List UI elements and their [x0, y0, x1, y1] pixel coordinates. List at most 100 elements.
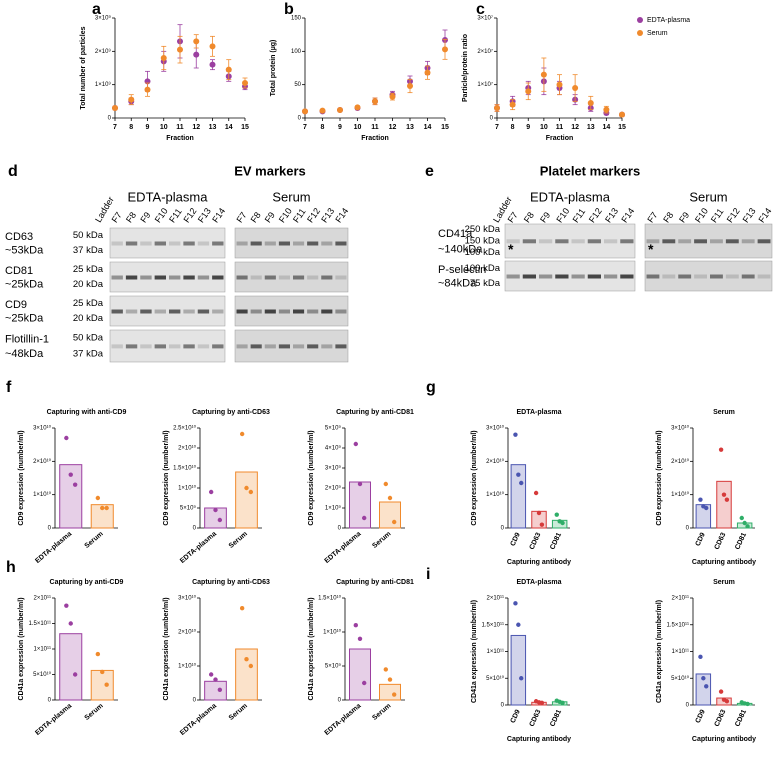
blot-band	[111, 344, 123, 349]
y-tick-label: 1×10⁷	[477, 81, 493, 88]
lane-label: F9	[677, 210, 691, 224]
x-tick-label: CD9	[510, 532, 522, 548]
blot-band	[662, 239, 676, 244]
panel-letter: g	[426, 379, 436, 396]
blot-band	[169, 275, 181, 280]
blot-band	[140, 309, 152, 314]
blot-band	[169, 241, 181, 246]
lane-label: F7	[234, 210, 248, 224]
point	[225, 66, 232, 73]
x-tick-label: CD63	[529, 709, 543, 728]
blot-band	[183, 309, 195, 314]
blot-band	[293, 344, 305, 349]
lane-label: F8	[124, 210, 138, 224]
dot	[536, 510, 542, 516]
group-label: EDTA-plasma	[530, 189, 611, 204]
x-tick-label: 10	[540, 124, 548, 131]
y-tick-label: 0	[298, 116, 302, 122]
blot-band	[293, 309, 305, 314]
lane-label: F12	[181, 206, 198, 224]
chart-title: Capturing by anti-CD81	[336, 409, 414, 416]
blot-band	[321, 275, 333, 280]
x-tick-label: EDTA-plasma	[179, 703, 218, 737]
dot	[392, 519, 397, 525]
blot-band	[236, 344, 248, 349]
blot-band	[111, 241, 123, 246]
dot	[362, 515, 367, 521]
x-tick-label: 13	[406, 124, 414, 131]
x-tick-label: CD9	[695, 709, 707, 725]
blot-band	[555, 274, 569, 279]
dot	[392, 692, 397, 697]
blot-band	[140, 344, 152, 349]
x-tick-label: 13	[209, 124, 217, 131]
dot	[213, 507, 218, 513]
point	[144, 86, 151, 93]
blot-band	[741, 239, 755, 244]
dot	[704, 505, 709, 511]
y-tick-label: 2×10⁹	[95, 48, 112, 55]
dot	[95, 495, 101, 501]
legend-label: Serum	[647, 30, 668, 37]
dot	[519, 480, 524, 486]
lane-label: F14	[333, 206, 350, 224]
marker-label: 150 kDa	[465, 236, 501, 247]
lane-label: F9	[138, 210, 152, 224]
blot-band	[197, 309, 210, 314]
y-tick-label: 1×10¹¹	[671, 649, 689, 655]
y-axis-label: CD9 expression (number/ml)	[18, 430, 25, 525]
lane-label: F12	[725, 206, 742, 224]
blot-band	[587, 239, 601, 244]
blot-band	[154, 309, 166, 314]
x-tick-label: EDTA-plasma	[323, 531, 362, 565]
panel-letter: i	[426, 566, 430, 583]
x-tick-label: 7	[495, 124, 499, 131]
point	[354, 104, 361, 111]
dot	[516, 472, 521, 477]
dot	[539, 522, 545, 527]
group-label: Serum	[689, 189, 727, 204]
blot-band	[111, 309, 123, 314]
blot-band	[183, 275, 195, 280]
blot-band	[555, 239, 569, 244]
blot-band	[710, 274, 723, 279]
point	[112, 105, 118, 111]
lane-label: F7	[110, 210, 124, 224]
blot-band	[183, 241, 195, 246]
dot	[745, 524, 750, 529]
lane-label: F8	[249, 210, 263, 224]
y-tick-label: 3×10¹⁰	[671, 425, 690, 432]
point	[424, 69, 431, 76]
blot-band	[522, 274, 536, 279]
x-tick-label: 12	[389, 124, 397, 131]
y-tick-label: 3×10¹⁰	[33, 425, 52, 432]
dot	[554, 512, 559, 517]
point	[540, 71, 547, 78]
x-tick-label: 13	[587, 124, 595, 131]
blot-title: Platelet markers	[540, 163, 640, 178]
dot	[362, 680, 367, 686]
blot-band	[694, 239, 707, 244]
dot	[387, 495, 393, 501]
chart-title: Capturing by anti-CD9	[50, 579, 124, 586]
dot	[104, 682, 109, 687]
blot-band	[620, 274, 634, 279]
blot-band	[571, 239, 585, 244]
marker-label: 37 kDa	[73, 349, 104, 360]
dot	[513, 432, 518, 437]
point	[494, 105, 500, 111]
dot	[724, 497, 730, 502]
blot-band	[140, 241, 152, 246]
x-tick-label: 10	[160, 124, 168, 131]
chart-title: Capturing by anti-CD81	[336, 579, 414, 586]
lane-label: F13	[603, 206, 620, 224]
blot-band	[678, 274, 692, 279]
x-tick-label: Serum	[228, 531, 249, 550]
y-tick-label: 1×10¹⁰	[178, 485, 197, 492]
blot-band	[264, 241, 276, 246]
point	[525, 88, 532, 95]
dot	[387, 677, 393, 682]
point	[193, 51, 200, 58]
point	[509, 101, 516, 108]
blot-band	[335, 241, 347, 246]
